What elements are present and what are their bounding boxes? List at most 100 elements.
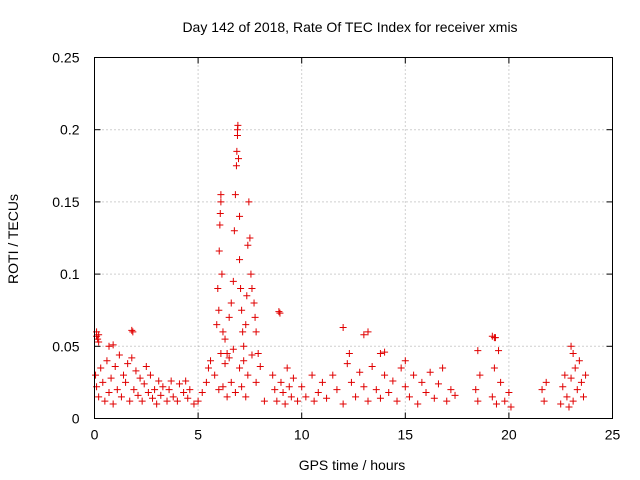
data-point [167,377,175,385]
data-point [227,378,235,386]
data-point [352,393,360,401]
data-point [243,292,251,300]
data-point [99,378,107,386]
data-point [281,400,289,408]
data-point [260,397,268,405]
data-point [451,391,459,399]
data-point [109,400,117,408]
data-point [229,277,237,285]
data-point [247,270,255,278]
data-point [223,393,231,401]
data-point [144,389,152,397]
data-point [339,400,347,408]
data-point [128,326,136,334]
data-point [215,386,223,394]
data-point [310,397,318,405]
data-point [333,386,341,394]
data-point [120,371,128,379]
data-point [218,270,226,278]
data-point [182,377,190,385]
data-point [231,389,239,397]
data-point [397,364,405,372]
data-point [157,391,165,399]
data-point [214,285,222,293]
data-point [540,397,548,405]
data-point [234,121,242,129]
data-point [410,371,418,379]
x-axis-label: GPS time / hours [299,457,406,473]
data-point [202,378,210,386]
data-point [216,209,224,217]
data-point [105,389,113,397]
x-tick-label: 20 [501,427,517,443]
data-point [439,364,447,372]
data-point [244,371,252,379]
data-point [314,389,322,397]
data-point [223,350,231,358]
data-point [221,360,229,368]
data-point [95,338,103,346]
data-point [236,256,244,264]
data-point [235,155,243,163]
x-tick-label: 10 [294,427,310,443]
y-tick-label: 0.1 [60,266,80,282]
data-point [385,389,393,397]
y-tick-label: 0.15 [52,194,79,210]
data-point [561,371,569,379]
data-point [269,371,277,379]
data-point [271,386,279,394]
data-point [175,380,183,388]
data-point [230,227,238,235]
data-point [339,324,347,332]
data-point [323,394,331,402]
data-point [239,328,247,336]
data-point [575,357,583,365]
data-point [221,335,229,343]
data-point [389,377,397,385]
data-point [329,371,337,379]
data-point [184,394,192,402]
x-tick-label: 0 [91,427,99,443]
data-point [142,363,150,371]
grid-lines [94,57,613,419]
data-point [275,308,283,316]
data-point [245,198,253,206]
data-point [491,334,499,342]
data-point [236,212,244,220]
data-point [443,397,451,405]
data-point [343,360,351,368]
data-point [233,147,241,155]
data-point [579,393,587,401]
data-point [165,386,173,394]
data-point [248,351,256,359]
data-point [238,383,246,391]
data-point [360,331,368,339]
data-point [105,342,113,350]
data-point [146,371,154,379]
data-point [151,386,159,394]
data-point [542,378,550,386]
data-point [204,364,212,372]
data-point [422,389,430,397]
data-point [559,383,567,391]
data-point [567,374,575,382]
data-point [92,371,100,379]
data-point [356,368,364,376]
data-point [229,345,237,353]
data-point [283,364,291,372]
data-point [573,386,581,394]
data-point [198,389,206,397]
data-point [95,393,103,401]
data-point [279,389,287,397]
data-point [582,371,590,379]
data-point [246,234,254,242]
y-tick-label: 0.05 [52,338,79,354]
data-point [569,350,577,358]
data-point [117,393,125,401]
data-point [107,374,115,382]
data-point [126,397,134,405]
x-tick-label: 25 [605,427,621,443]
data-point [225,354,233,362]
data-point [251,313,259,321]
data-point [248,285,256,293]
